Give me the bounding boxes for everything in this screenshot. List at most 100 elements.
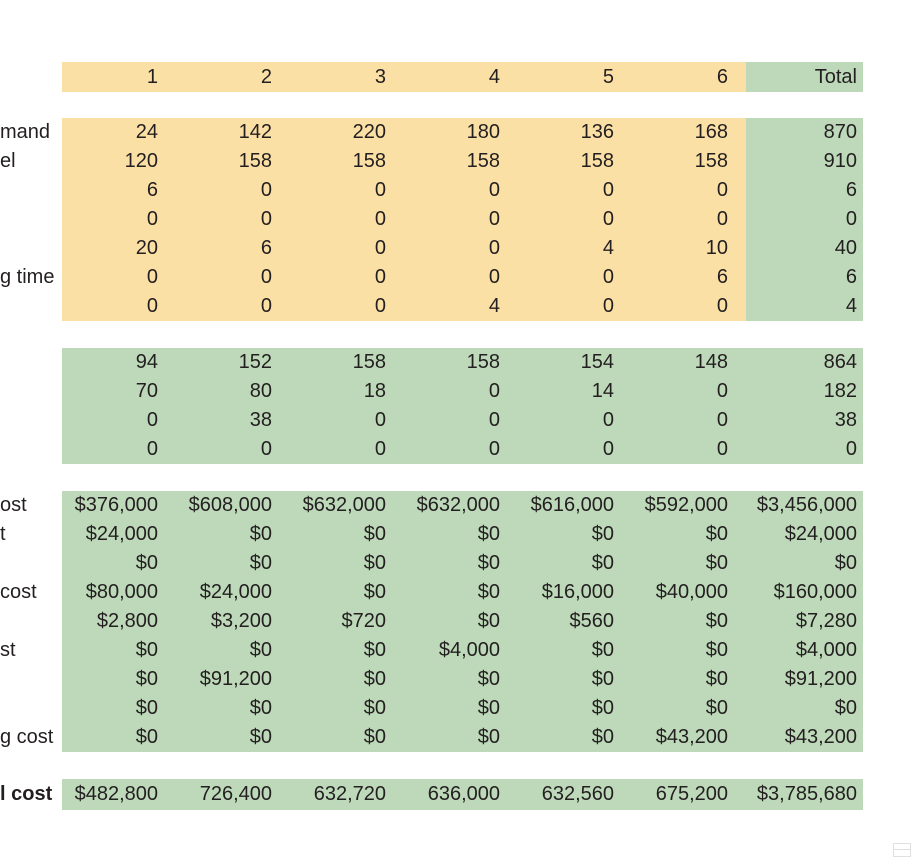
value-cell: 0 [632, 205, 746, 234]
value-cell: $0 [518, 549, 632, 578]
value-cell: 0 [632, 176, 746, 205]
value-cell: 120 [62, 147, 176, 176]
column-header: 6 [632, 62, 746, 92]
value-cell: 0 [518, 263, 632, 292]
column-header: 2 [176, 62, 290, 92]
value-cell: 0 [290, 234, 404, 263]
value-cell: $0 [404, 520, 518, 549]
row-total-cell: $24,000 [746, 520, 863, 549]
value-cell: $80,000 [62, 578, 176, 607]
value-cell: 158 [176, 147, 290, 176]
table-row: mand 24 142 220 180 136 168 870 [0, 118, 924, 147]
value-cell: 158 [518, 147, 632, 176]
grand-total-row: l cost $482,800 726,400 632,720 636,000 632,5… [0, 779, 924, 810]
table-row: g time 0 0 0 0 0 6 6 [0, 263, 924, 292]
value-cell: 0 [632, 435, 746, 464]
row-total-cell: 910 [746, 147, 863, 176]
value-cell: $720 [290, 607, 404, 636]
header-gutter-spacer [0, 62, 62, 92]
value-cell: $43,200 [632, 723, 746, 752]
value-cell: 152 [176, 348, 290, 377]
value-cell: $0 [176, 549, 290, 578]
row-label [0, 406, 62, 435]
table-row: $0 $91,200 $0 $0 $0 $0 $91,200 [0, 665, 924, 694]
value-cell: $608,000 [176, 491, 290, 520]
value-cell: $0 [176, 520, 290, 549]
value-cell: $0 [290, 578, 404, 607]
value-cell: 0 [404, 406, 518, 435]
value-cell: $0 [62, 549, 176, 578]
value-cell: 0 [290, 292, 404, 321]
grand-total-label: l cost [0, 779, 62, 810]
value-cell: $0 [290, 694, 404, 723]
value-cell: $0 [632, 607, 746, 636]
value-cell: $0 [518, 694, 632, 723]
value-cell: 0 [404, 176, 518, 205]
value-cell: 0 [62, 406, 176, 435]
value-cell: 20 [62, 234, 176, 263]
grand-total-value-cell: 726,400 [176, 779, 290, 810]
value-cell: 24 [62, 118, 176, 147]
value-cell: 0 [404, 234, 518, 263]
grand-total-value-cell: 632,560 [518, 779, 632, 810]
row-label [0, 549, 62, 578]
value-cell: 70 [62, 377, 176, 406]
value-cell: $0 [632, 520, 746, 549]
table-row: g cost $0 $0 $0 $0 $0 $43,200 $43,200 [0, 723, 924, 752]
value-cell: 158 [290, 348, 404, 377]
row-label [0, 234, 62, 263]
grand-total-value-cell: 636,000 [404, 779, 518, 810]
value-cell: 148 [632, 348, 746, 377]
value-cell: 158 [404, 348, 518, 377]
row-label: g time [0, 263, 62, 292]
row-label [0, 435, 62, 464]
row-total-cell: $43,200 [746, 723, 863, 752]
value-cell: $0 [404, 694, 518, 723]
value-cell: 4 [404, 292, 518, 321]
value-cell: 0 [404, 435, 518, 464]
value-cell: $0 [404, 607, 518, 636]
value-cell: $0 [518, 723, 632, 752]
row-label [0, 205, 62, 234]
value-cell: 0 [518, 292, 632, 321]
value-cell: $4,000 [404, 636, 518, 665]
value-cell: $91,200 [176, 665, 290, 694]
table-row: ost $376,000 $608,000 $632,000 $632,000 $616,… [0, 491, 924, 520]
value-cell: 136 [518, 118, 632, 147]
row-total-cell: 182 [746, 377, 863, 406]
grand-total-value-cell: $482,800 [62, 779, 176, 810]
row-label: ost [0, 491, 62, 520]
row-total-cell: $4,000 [746, 636, 863, 665]
value-cell: $632,000 [290, 491, 404, 520]
row-label: el [0, 147, 62, 176]
value-cell: 142 [176, 118, 290, 147]
value-cell: 6 [632, 263, 746, 292]
value-cell: 6 [176, 234, 290, 263]
value-cell: 180 [404, 118, 518, 147]
row-total-cell: $91,200 [746, 665, 863, 694]
row-total-cell: 6 [746, 176, 863, 205]
column-header: 3 [290, 62, 404, 92]
value-cell: 0 [518, 406, 632, 435]
grand-total-total-cell: $3,785,680 [746, 779, 863, 810]
corner-watermark-icon [893, 843, 911, 857]
row-total-cell: $0 [746, 549, 863, 578]
value-cell: 0 [404, 377, 518, 406]
value-cell: $560 [518, 607, 632, 636]
row-total-cell: 4 [746, 292, 863, 321]
row-label [0, 292, 62, 321]
table-row: 70 80 18 0 14 0 182 [0, 377, 924, 406]
column-header: 4 [404, 62, 518, 92]
row-total-cell: 0 [746, 205, 863, 234]
value-cell: 0 [518, 205, 632, 234]
grand-total-value-cell: 632,720 [290, 779, 404, 810]
value-cell: 0 [62, 205, 176, 234]
table-row: cost $80,000 $24,000 $0 $0 $16,000 $40,000 $160… [0, 578, 924, 607]
row-total-cell: 6 [746, 263, 863, 292]
value-cell: $0 [632, 665, 746, 694]
row-total-cell: $7,280 [746, 607, 863, 636]
header-row: 1 2 3 4 5 6 Total [0, 62, 924, 92]
value-cell: 0 [290, 176, 404, 205]
value-cell: $376,000 [62, 491, 176, 520]
